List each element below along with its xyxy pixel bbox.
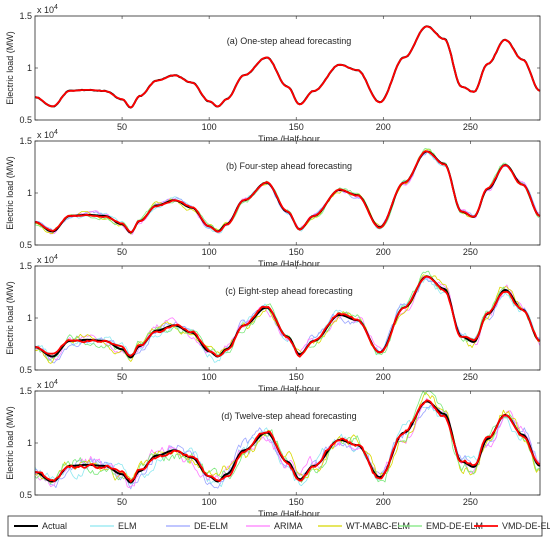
y-exponent-label: x 104 [37, 254, 58, 265]
x-tick-label: 250 [463, 247, 478, 257]
x-tick-label: 100 [202, 497, 217, 507]
legend-item-vmd-de-elm: VMD-DE-ELM [474, 521, 550, 531]
y-tick-label: 0.5 [19, 365, 32, 375]
y-tick-label: 1.5 [19, 136, 32, 146]
plot-area [35, 16, 540, 120]
exponent-power: 4 [54, 4, 58, 11]
y-tick-label: 0.5 [19, 240, 32, 250]
x-tick-label: 150 [289, 372, 304, 382]
x-axis-label: Time /Half-hour [258, 134, 320, 144]
y-tick-label: 1 [27, 63, 32, 73]
x-tick-label: 150 [289, 497, 304, 507]
y-axis-label: Electric load (MW) [5, 31, 15, 105]
plot-area [35, 266, 540, 370]
exponent-power: 4 [54, 254, 58, 261]
legend-item-elm: ELM [90, 521, 137, 531]
y-tick-label: 1 [27, 438, 32, 448]
legend-label: WT-MABC-ELM [346, 521, 410, 531]
x-tick-label: 250 [463, 497, 478, 507]
exponent-base: x 10 [37, 380, 54, 390]
y-tick-label: 1.5 [19, 11, 32, 21]
plot-area [35, 141, 540, 245]
legend-item-actual: Actual [14, 521, 67, 531]
y-tick-label: 1.5 [19, 386, 32, 396]
y-axis-label: Electric load (MW) [5, 156, 15, 230]
series-line-vmd-de-elm [34, 399, 541, 483]
x-tick-label: 150 [289, 247, 304, 257]
exponent-base: x 10 [37, 130, 54, 140]
y-axis-label: Electric load (MW) [5, 406, 15, 480]
y-exponent-label: x 104 [37, 379, 58, 390]
x-tick-label: 200 [376, 247, 391, 257]
legend: Actual ELM DE-ELM ARIMA WT-MABC-ELM EMD-DE-EL… [7, 515, 550, 537]
x-axis-label: Time /Half-hour [258, 384, 320, 394]
legend-label: ARIMA [274, 521, 303, 531]
x-tick-label: 200 [376, 497, 391, 507]
y-tick-label: 0.5 [19, 115, 32, 125]
x-tick-label: 50 [117, 122, 127, 132]
series-line-vmd-de-elm [34, 150, 541, 233]
panel-d: 50 100 150 200 250 0.5 1 1.5 x 104 (d) Twelve-ste… [5, 379, 541, 519]
x-axis-label: Time /Half-hour [258, 509, 320, 519]
x-tick-label: 50 [117, 372, 127, 382]
legend-label: VMD-DE-ELM [502, 521, 550, 531]
exponent-base: x 10 [37, 255, 54, 265]
plot-area [35, 391, 540, 495]
panel-title: (c) Eight-step ahead forecasting [225, 286, 353, 296]
x-tick-label: 100 [202, 122, 217, 132]
series-line-vmd-de-elm [34, 25, 541, 109]
y-exponent-label: x 104 [37, 4, 58, 15]
panel-title: (d) Twelve-step ahead forecasting [221, 411, 356, 421]
x-tick-label: 150 [289, 122, 304, 132]
legend-item-arima: ARIMA [246, 521, 303, 531]
x-tick-label: 200 [376, 372, 391, 382]
series-line-vmd-de-elm [34, 275, 540, 358]
x-tick-label: 50 [117, 247, 127, 257]
panel-title: (b) Four-step ahead forecasting [226, 161, 352, 171]
x-axis-label: Time /Half-hour [258, 259, 320, 269]
y-exponent-label: x 104 [37, 129, 58, 140]
legend-item-de-elm: DE-ELM [166, 521, 228, 531]
x-tick-label: 200 [376, 122, 391, 132]
y-tick-label: 0.5 [19, 490, 32, 500]
legend-label: DE-ELM [194, 521, 228, 531]
y-tick-label: 1 [27, 188, 32, 198]
y-tick-label: 1 [27, 313, 32, 323]
exponent-power: 4 [54, 379, 58, 386]
x-tick-label: 100 [202, 247, 217, 257]
x-tick-label: 100 [202, 372, 217, 382]
y-tick-label: 1.5 [19, 261, 32, 271]
x-tick-label: 250 [463, 122, 478, 132]
x-tick-label: 250 [463, 372, 478, 382]
legend-label: EMD-DE-ELM [426, 521, 483, 531]
legend-label: ELM [118, 521, 137, 531]
legend-box [7, 515, 543, 537]
legend-item-wt-mabc-elm: WT-MABC-ELM [318, 521, 410, 531]
exponent-power: 4 [54, 129, 58, 136]
panel-title: (a) One-step ahead forecasting [227, 36, 352, 46]
y-axis-label: Electric load (MW) [5, 281, 15, 355]
legend-item-emd-de-elm: EMD-DE-ELM [398, 521, 483, 531]
x-tick-label: 50 [117, 497, 127, 507]
exponent-base: x 10 [37, 5, 54, 15]
legend-label: Actual [42, 521, 67, 531]
